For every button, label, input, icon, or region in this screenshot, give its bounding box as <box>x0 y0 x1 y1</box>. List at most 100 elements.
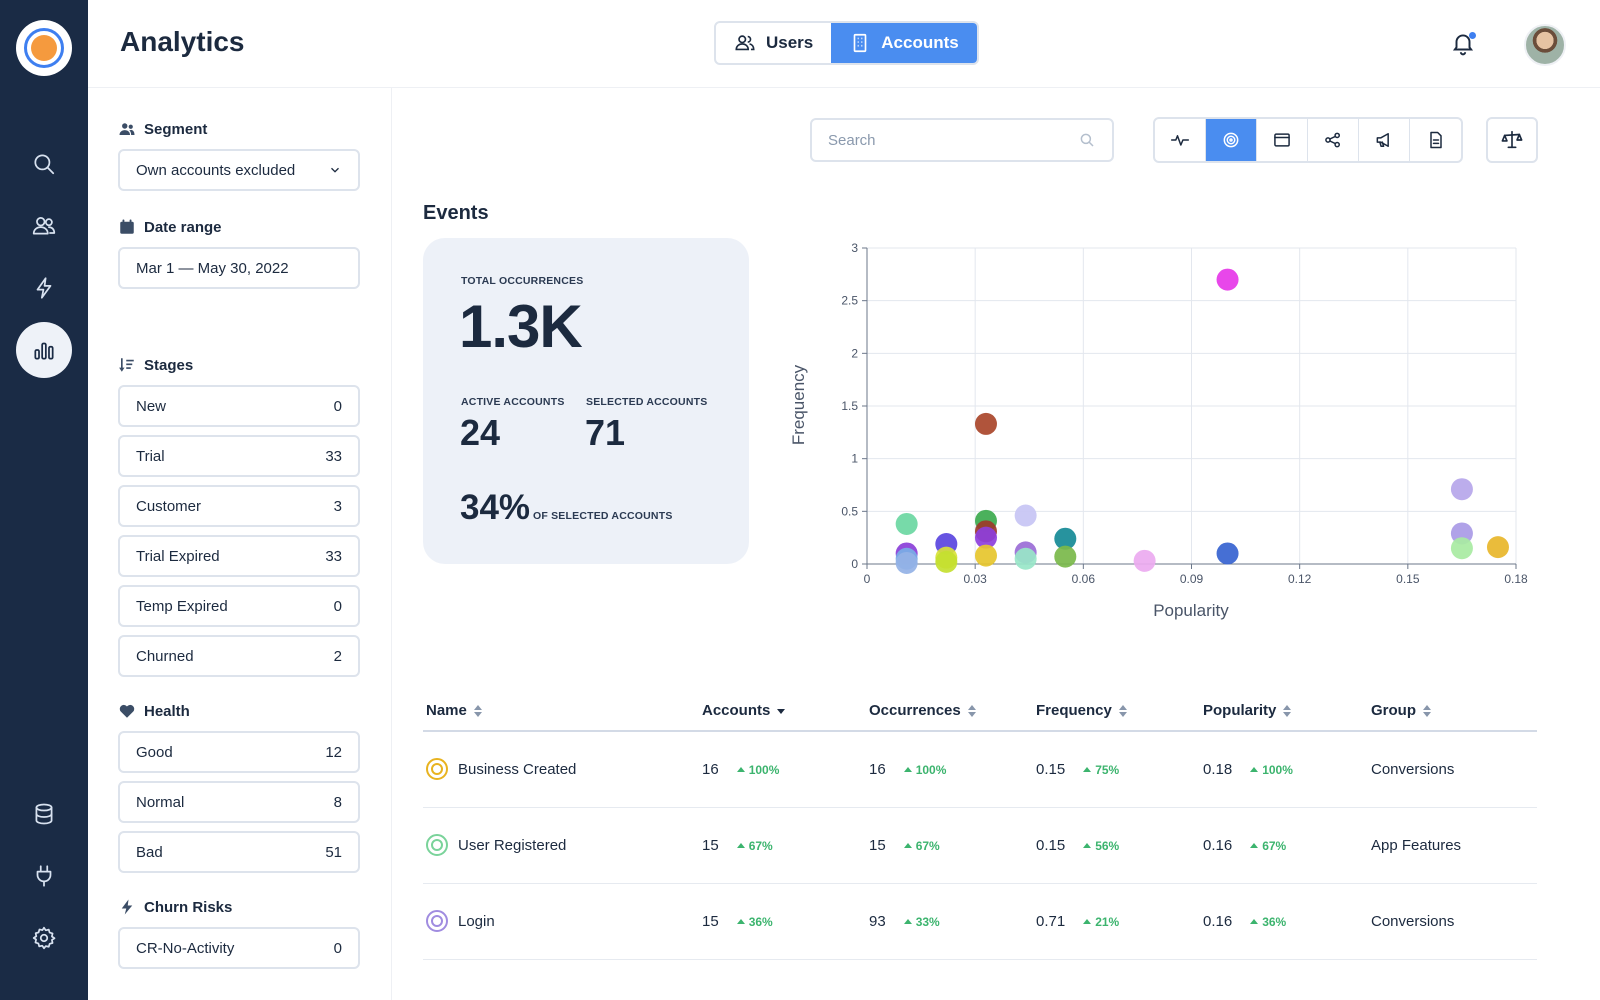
notification-badge <box>1469 32 1476 39</box>
scatter-point[interactable] <box>1450 478 1473 501</box>
calendar-icon <box>120 219 134 234</box>
view-share-button[interactable] <box>1308 119 1359 161</box>
document-icon <box>1429 131 1442 149</box>
users-icon <box>735 35 755 51</box>
sort-both-icon <box>473 704 482 717</box>
stage-filter-new[interactable]: New 0 <box>118 385 360 427</box>
view-activity-button[interactable] <box>1155 119 1206 161</box>
stage-filter-trial-expired[interactable]: Trial Expired 33 <box>118 535 360 577</box>
table-row[interactable]: Login 15 36% 93 33% 0.71 21% 0.16 36% Conver… <box>423 884 1537 960</box>
tab-accounts[interactable]: Accounts <box>831 23 977 63</box>
scatter-point[interactable] <box>1054 527 1077 550</box>
compare-button[interactable] <box>1486 117 1538 163</box>
churn-risk-filter-no-activity[interactable]: CR-No-Activity 0 <box>118 927 360 969</box>
scatter-point[interactable] <box>895 512 918 535</box>
scatter-point[interactable] <box>1216 268 1239 291</box>
health-filter-normal[interactable]: Normal 8 <box>118 781 360 823</box>
selected-accounts-value: 71 <box>585 412 626 453</box>
tab-users-label: Users <box>766 33 814 52</box>
total-occurrences-label: TOTAL OCCURRENCES <box>461 275 584 287</box>
accounts-cell: 15 67% <box>702 837 773 854</box>
x-tick-label: 0.12 <box>1288 572 1312 586</box>
chart-axes: 0 0.03 0.06 0.09 0.12 0.15 0.18 0 0.5 1 1.5 2 2.5 3 <box>841 241 1528 586</box>
nav-analytics[interactable] <box>16 322 72 378</box>
search-input[interactable] <box>828 131 1078 149</box>
scatter-point[interactable] <box>895 551 918 574</box>
scatter-point[interactable] <box>1450 537 1473 560</box>
stages-label: Stages <box>118 356 193 374</box>
selected-accounts-label: SELECTED ACCOUNTS <box>586 396 708 408</box>
events-table: Name Accounts Occurrences Frequency Popu… <box>423 690 1537 960</box>
chart-grid <box>866 247 1517 565</box>
column-occurrences[interactable]: Occurrences <box>869 702 977 719</box>
target-icon <box>426 834 448 856</box>
view-campaign-button[interactable] <box>1359 119 1410 161</box>
notifications-button[interactable] <box>1450 30 1478 58</box>
calendar-icon <box>1274 133 1290 147</box>
column-popularity[interactable]: Popularity <box>1203 702 1292 719</box>
event-name-cell: Login <box>426 910 495 932</box>
y-tick-label: 0 <box>851 557 858 571</box>
scatter-point[interactable] <box>1054 545 1077 568</box>
target-icon <box>426 910 448 932</box>
nav-data[interactable] <box>16 786 72 842</box>
nav-search[interactable] <box>16 136 72 192</box>
nav-settings[interactable] <box>16 910 72 966</box>
y-tick-label: 1 <box>851 452 858 466</box>
filters-panel: Segment Own accounts excluded Date range… <box>88 88 392 1000</box>
chart-points <box>895 268 1509 574</box>
scatter-point[interactable] <box>1486 536 1509 559</box>
view-report-button[interactable] <box>1410 119 1461 161</box>
sort-icon <box>119 358 134 372</box>
users-icon <box>32 217 56 235</box>
column-group[interactable]: Group <box>1371 702 1432 719</box>
nav-integrations[interactable] <box>16 848 72 904</box>
health-filter-good[interactable]: Good 12 <box>118 731 360 773</box>
occurrences-cell: 15 67% <box>869 837 940 854</box>
tab-users[interactable]: Users <box>716 23 831 63</box>
target-icon <box>426 758 448 780</box>
stage-filter-trial[interactable]: Trial 33 <box>118 435 360 477</box>
x-tick-label: 0.09 <box>1180 572 1204 586</box>
view-target-button[interactable] <box>1206 119 1257 161</box>
column-frequency[interactable]: Frequency <box>1036 702 1128 719</box>
lightning-icon <box>121 899 133 915</box>
share-nodes-icon <box>1325 132 1340 148</box>
scatter-point[interactable] <box>1014 547 1037 570</box>
scatter-point[interactable] <box>1216 542 1239 565</box>
health-label: Health <box>118 702 190 720</box>
user-avatar[interactable] <box>1524 24 1566 66</box>
x-axis-label: Popularity <box>1153 601 1229 620</box>
stage-filter-temp-expired[interactable]: Temp Expired 0 <box>118 585 360 627</box>
column-name[interactable]: Name <box>426 702 483 719</box>
active-accounts-label: ACTIVE ACCOUNTS <box>461 396 565 408</box>
x-tick-label: 0 <box>864 572 871 586</box>
table-header: Name Accounts Occurrences Frequency Popu… <box>423 690 1537 732</box>
x-tick-label: 0.18 <box>1504 572 1528 586</box>
sort-desc-icon <box>777 708 786 714</box>
view-calendar-button[interactable] <box>1257 119 1308 161</box>
nav-events[interactable] <box>16 260 72 316</box>
y-tick-label: 3 <box>851 241 858 255</box>
segment-select[interactable]: Own accounts excluded <box>118 149 360 191</box>
column-accounts[interactable]: Accounts <box>702 702 786 719</box>
scatter-point[interactable] <box>974 544 997 567</box>
date-range-input[interactable]: Mar 1 — May 30, 2022 <box>118 247 360 289</box>
table-row[interactable]: User Registered 15 67% 15 67% 0.15 56% 0.16… <box>423 808 1537 884</box>
scatter-point[interactable] <box>1014 504 1037 527</box>
health-filter-bad[interactable]: Bad 51 <box>118 831 360 873</box>
stage-filter-customer[interactable]: Customer 3 <box>118 485 360 527</box>
scatter-point[interactable] <box>935 550 958 573</box>
events-scatter-chart: 0 0.03 0.06 0.09 0.12 0.15 0.18 0 0.5 1 1.5 2 2.5 3 P… <box>789 241 1528 620</box>
selected-percent-label: OF SELECTED ACCOUNTS <box>533 510 673 522</box>
scatter-point[interactable] <box>1133 549 1156 572</box>
stage-filter-churned[interactable]: Churned 2 <box>118 635 360 677</box>
scatter-point[interactable] <box>974 412 997 435</box>
nav-users[interactable] <box>16 198 72 254</box>
scatter-point[interactable] <box>974 526 997 549</box>
y-tick-label: 1.5 <box>841 399 858 413</box>
date-range-label: Date range <box>118 218 222 236</box>
table-row[interactable]: Business Created 16 100% 16 100% 0.15 75% 0… <box>423 732 1537 808</box>
app-logo[interactable] <box>16 20 72 76</box>
users-icon <box>119 123 135 135</box>
